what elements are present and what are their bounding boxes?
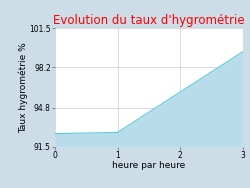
Title: Evolution du taux d'hygrométrie: Evolution du taux d'hygrométrie bbox=[53, 14, 244, 27]
X-axis label: heure par heure: heure par heure bbox=[112, 161, 186, 170]
Y-axis label: Taux hygrométrie %: Taux hygrométrie % bbox=[18, 42, 28, 133]
